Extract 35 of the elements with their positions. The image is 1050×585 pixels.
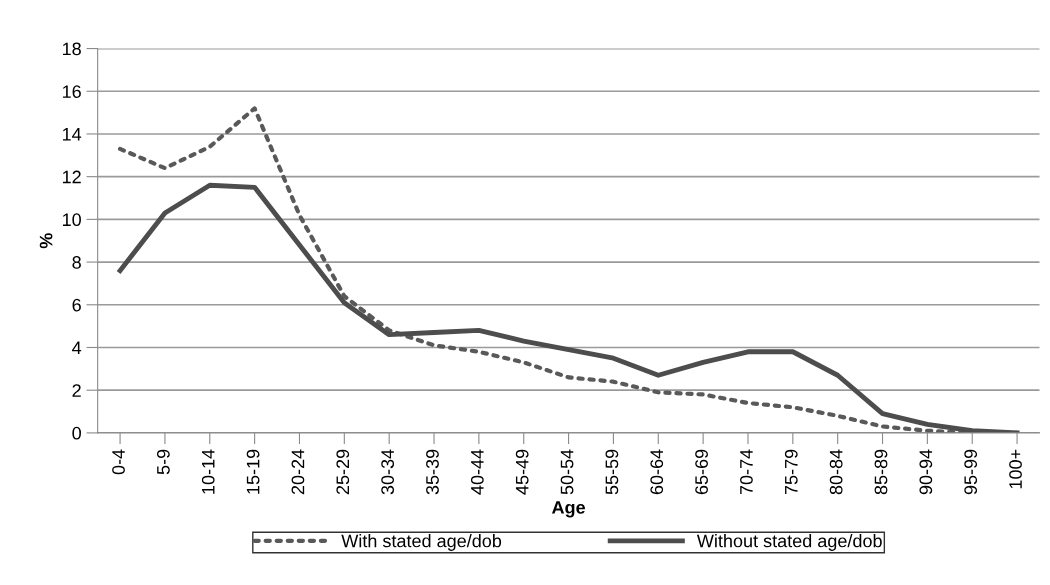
x-tick-label: 10-14: [201, 449, 215, 494]
x-tick-label: 65-69: [695, 449, 708, 495]
x-tick-label: 95-99: [964, 449, 978, 495]
y-tick-label: 6: [72, 298, 81, 312]
x-tick-label: 25-29: [336, 449, 350, 495]
x-axis-title: Age: [551, 501, 586, 518]
y-tick-label: 8: [72, 256, 81, 269]
y-tick-label: 4: [72, 341, 82, 355]
legend-label: With stated age/dob: [341, 534, 502, 551]
y-tick-label: 12: [62, 170, 81, 184]
x-tick-label: 35-39: [426, 449, 439, 495]
x-tick-label: 50-54: [560, 449, 574, 495]
x-tick-label: 75-79: [784, 449, 798, 495]
x-tick-label: 45-49: [515, 449, 529, 495]
x-tick-label: 15-19: [246, 449, 260, 494]
x-tick-label: 30-34: [381, 449, 395, 495]
y-tick-label: 10: [62, 213, 81, 227]
y-tick-label: 0: [72, 426, 81, 440]
x-tick-label: 100+: [1009, 449, 1022, 489]
x-tick-label: 80-84: [829, 449, 843, 495]
x-tick-label: 70-74: [740, 449, 753, 495]
y-tick-label: 2: [72, 384, 81, 397]
y-tick-label: 18: [62, 42, 81, 56]
y-tick-label: 14: [62, 128, 82, 141]
x-tick-label: 55-59: [605, 449, 619, 495]
x-tick-label: 40-44: [470, 449, 484, 495]
y-axis-title: %: [39, 233, 53, 249]
x-tick-label: 0-4: [112, 449, 125, 475]
x-tick-label: 20-24: [291, 449, 305, 495]
legend-label: Without stated age/dob: [696, 534, 882, 551]
x-tick-label: 90-94: [919, 449, 933, 495]
x-tick-label: 60-64: [650, 449, 664, 495]
x-tick-label: 5-9: [156, 449, 170, 475]
x-tick-label: 85-89: [874, 449, 888, 495]
y-tick-label: 16: [62, 85, 81, 98]
